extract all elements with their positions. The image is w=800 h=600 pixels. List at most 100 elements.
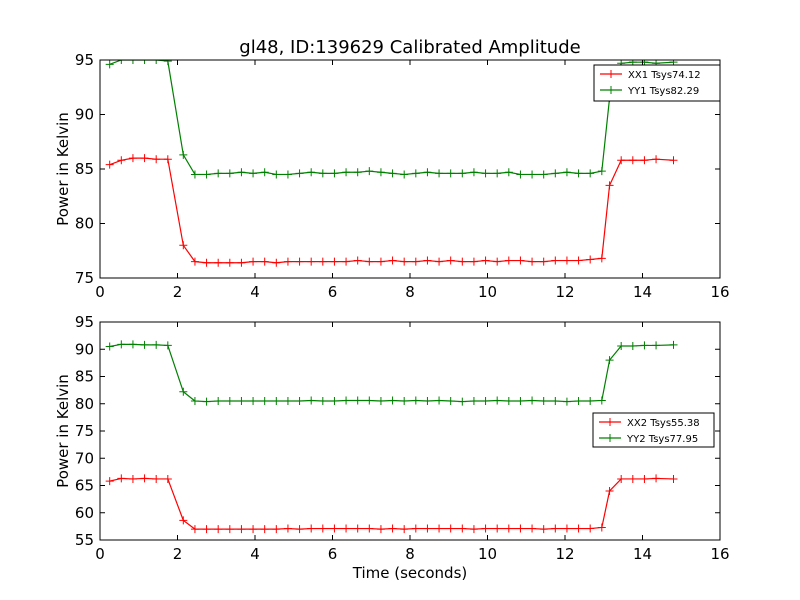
data-point (237, 258, 246, 267)
x-tick-label: 2 (173, 283, 183, 301)
y-tick-label: 80 (75, 395, 94, 413)
x-tick-label: 14 (633, 545, 652, 563)
data-point (152, 474, 161, 483)
data-point (202, 258, 211, 267)
legend-swatch-marker (607, 70, 615, 78)
series-bottom-0 (105, 474, 678, 534)
data-point (400, 397, 409, 406)
data-point (105, 477, 114, 486)
data-point (388, 524, 397, 533)
figure-title: gl48, ID:139629 Calibrated Amplitude (239, 37, 580, 58)
data-point (423, 397, 432, 406)
data-point (628, 474, 637, 483)
data-point (202, 397, 211, 406)
data-point (435, 524, 444, 533)
data-point (179, 387, 188, 396)
data-point (376, 257, 385, 266)
data-point (469, 257, 478, 266)
data-point (400, 257, 409, 266)
data-point (411, 169, 420, 178)
data-point (295, 169, 304, 178)
series-top-0 (105, 154, 678, 267)
data-point (128, 154, 137, 163)
data-point (640, 474, 649, 483)
data-point (493, 169, 502, 178)
data-point (342, 168, 351, 177)
legend-swatch-marker (606, 418, 614, 426)
y-tick-label: 75 (75, 422, 94, 440)
x-tick-label: 16 (710, 545, 729, 563)
data-point (652, 155, 661, 164)
data-point (528, 396, 537, 405)
data-point (586, 524, 595, 533)
data-point (353, 256, 362, 265)
data-point (539, 397, 548, 406)
data-point (342, 396, 351, 405)
data-point (117, 474, 126, 483)
data-point (481, 256, 490, 265)
data-point (551, 397, 560, 406)
data-point (586, 255, 595, 264)
x-tick-label: 0 (95, 283, 105, 301)
data-point (435, 257, 444, 266)
legend-swatch-marker (607, 86, 615, 94)
legend-entry-label: YY1 Tsys82.29 (627, 86, 699, 97)
y-tick-label: 85 (75, 160, 94, 178)
data-point (260, 168, 269, 177)
data-point (562, 256, 571, 265)
x-tick-label: 12 (555, 283, 574, 301)
data-point (295, 397, 304, 406)
series-bottom-1 (105, 340, 678, 406)
x-tick-label: 0 (95, 545, 105, 563)
data-point (551, 256, 560, 265)
data-point (400, 525, 409, 534)
data-point (163, 60, 172, 66)
data-point (140, 60, 149, 64)
data-point (202, 525, 211, 534)
data-point (128, 60, 137, 64)
data-point (539, 257, 548, 266)
data-point (628, 341, 637, 350)
data-point (105, 342, 114, 351)
data-point (669, 156, 678, 165)
data-point (190, 525, 199, 534)
data-point (152, 155, 161, 164)
x-tick-label: 4 (250, 283, 260, 301)
data-point (152, 340, 161, 349)
data-point (376, 397, 385, 406)
data-point (105, 60, 114, 69)
data-point (190, 257, 199, 266)
data-point (214, 258, 223, 267)
y-tick-label: 95 (75, 51, 94, 69)
legend-entry-label: XX2 Tsys55.38 (627, 418, 700, 429)
y-axis-label: Power in Kelvin (54, 374, 72, 488)
data-point (528, 524, 537, 533)
data-point (528, 170, 537, 179)
y-tick-label: 55 (75, 531, 94, 549)
data-point (469, 397, 478, 406)
data-point (152, 60, 161, 64)
data-point (423, 168, 432, 177)
data-point (307, 396, 316, 405)
data-point (330, 169, 339, 178)
data-point (376, 168, 385, 177)
data-point (446, 169, 455, 178)
data-point (574, 524, 583, 533)
data-point (481, 397, 490, 406)
data-point (562, 397, 571, 406)
data-point (528, 257, 537, 266)
data-point (551, 169, 560, 178)
data-point (597, 167, 606, 176)
x-tick-label: 16 (710, 283, 729, 301)
data-point (318, 397, 327, 406)
data-point (260, 257, 269, 266)
data-point (458, 257, 467, 266)
data-point (539, 525, 548, 534)
data-point (225, 525, 234, 534)
data-point (272, 258, 281, 267)
data-point (272, 170, 281, 179)
data-point (652, 341, 661, 350)
data-point (272, 397, 281, 406)
data-point (237, 525, 246, 534)
